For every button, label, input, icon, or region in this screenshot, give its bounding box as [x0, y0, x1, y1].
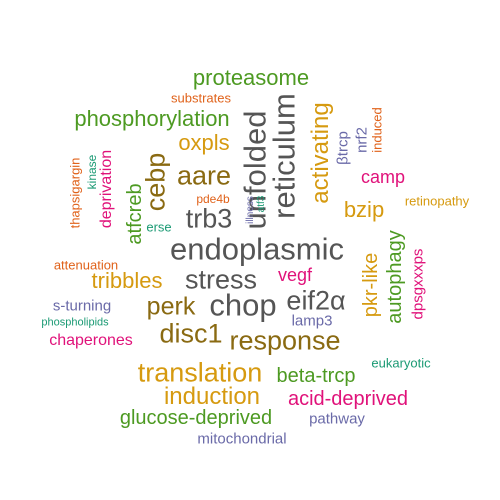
word-tribbles: tribbles — [91, 268, 163, 293]
word-pkr-like: pkr-like — [360, 252, 382, 318]
word-aare: aare — [176, 160, 232, 191]
word-lamp3: lamp3 — [291, 312, 333, 330]
word-disc1: disc1 — [159, 318, 223, 349]
word-translation: translation — [137, 357, 263, 388]
word-btrcp: βtrcp — [334, 131, 352, 165]
word-oxpls: oxpls — [178, 130, 230, 155]
word-beta-trcp: beta-trcp — [276, 365, 356, 387]
word-activating: activating — [307, 102, 334, 204]
word-retinopathy: retinopathy — [404, 193, 470, 209]
word-stress: stress — [184, 264, 258, 295]
word-s-turning: s-turning — [52, 297, 112, 315]
word-atf3: atf3 — [256, 195, 267, 213]
word-pde4b: pde4b — [196, 192, 230, 206]
word-chaperones: chaperones — [49, 332, 133, 349]
word-eukaryotic: eukaryotic — [371, 355, 431, 371]
word-eif2a: eif2α — [286, 285, 346, 316]
word-atfcreb: atfcreb — [124, 183, 146, 245]
word-reticulum: reticulum — [266, 93, 302, 219]
word-endoplasmic: endoplasmic — [169, 231, 345, 267]
word-camp: camp — [360, 167, 406, 187]
word-mitochondrial: mitochondrial — [197, 430, 287, 448]
word-substrates: substrates — [171, 90, 231, 106]
word-kinase: kinase — [85, 154, 99, 190]
word-induction: induction — [163, 383, 261, 410]
word-induced: induced — [369, 107, 385, 153]
word-pathway: pathway — [309, 410, 365, 428]
word-vegf: vegf — [277, 265, 313, 285]
word-illness: illness — [245, 196, 256, 224]
word-phospholipids: phospholipids — [41, 316, 109, 329]
word-trb3: trb3 — [185, 203, 233, 234]
word-attenuation: attenuation — [53, 257, 119, 273]
word-autophagy: autophagy — [384, 230, 406, 324]
word-bzip: bzip — [343, 197, 385, 222]
word-dpsgxxxps: dpsgxxxps — [409, 248, 427, 320]
word-response: response — [229, 325, 341, 356]
word-proteasome: proteasome — [192, 65, 310, 90]
word-chop: chop — [209, 287, 277, 323]
word-deprivation: deprivation — [98, 149, 115, 229]
word-cebp: cebp — [140, 152, 171, 212]
word-perk: perk — [146, 292, 196, 321]
word-acid-deprived: acid-deprived — [287, 388, 409, 410]
word-glucose-deprived: glucose-deprived — [119, 407, 273, 429]
word-thapsigargin: thapsigargin — [67, 157, 83, 229]
word-nrf2: nrf2 — [353, 127, 371, 153]
word-erse: erse — [146, 219, 172, 235]
word-phosphorylation: phosphorylation — [74, 106, 230, 131]
